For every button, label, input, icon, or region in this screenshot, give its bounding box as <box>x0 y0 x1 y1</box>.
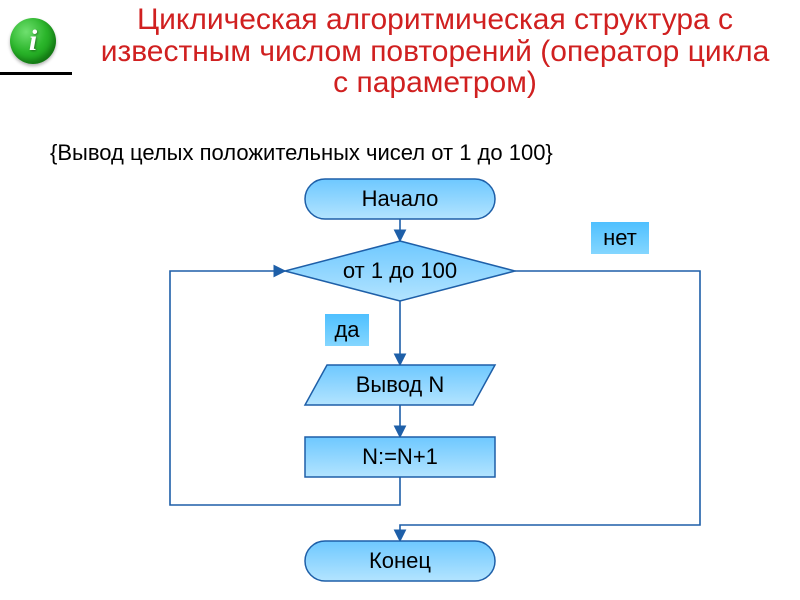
slide-title: Циклическая алгоритмическая структура с … <box>90 4 780 99</box>
slide-subtitle: {Вывод целых положительных чисел от 1 до… <box>50 140 553 166</box>
flow-node-text: нет <box>603 225 637 250</box>
flow-node-text: Конец <box>369 548 431 573</box>
flow-node-output: Вывод N <box>305 365 495 405</box>
flow-node-start: Начало <box>305 179 495 219</box>
flow-node-text: Начало <box>362 186 439 211</box>
flow-node-text: да <box>334 317 360 342</box>
flow-nodes: Начало от 1 до 100 да нет Вывод N N:=N+1 Конец <box>285 179 649 581</box>
flow-edge <box>400 271 700 541</box>
flow-node-no: нет <box>591 222 649 254</box>
flowchart: Начало от 1 до 100 да нет Вывод N N:=N+1 Конец <box>0 175 800 600</box>
slide-root: i Циклическая алгоритмическая структура … <box>0 0 800 600</box>
info-icon: i <box>10 18 56 64</box>
flow-node-process: N:=N+1 <box>305 437 495 477</box>
flow-node-end: Конец <box>305 541 495 581</box>
flow-node-text: Вывод N <box>356 372 445 397</box>
flow-node-text: N:=N+1 <box>362 444 438 469</box>
flow-node-yes: да <box>325 314 369 346</box>
icon-underline <box>0 72 72 75</box>
flow-node-text: от 1 до 100 <box>343 258 457 283</box>
info-icon-glyph: i <box>29 24 37 58</box>
flow-node-cond: от 1 до 100 <box>285 241 515 301</box>
